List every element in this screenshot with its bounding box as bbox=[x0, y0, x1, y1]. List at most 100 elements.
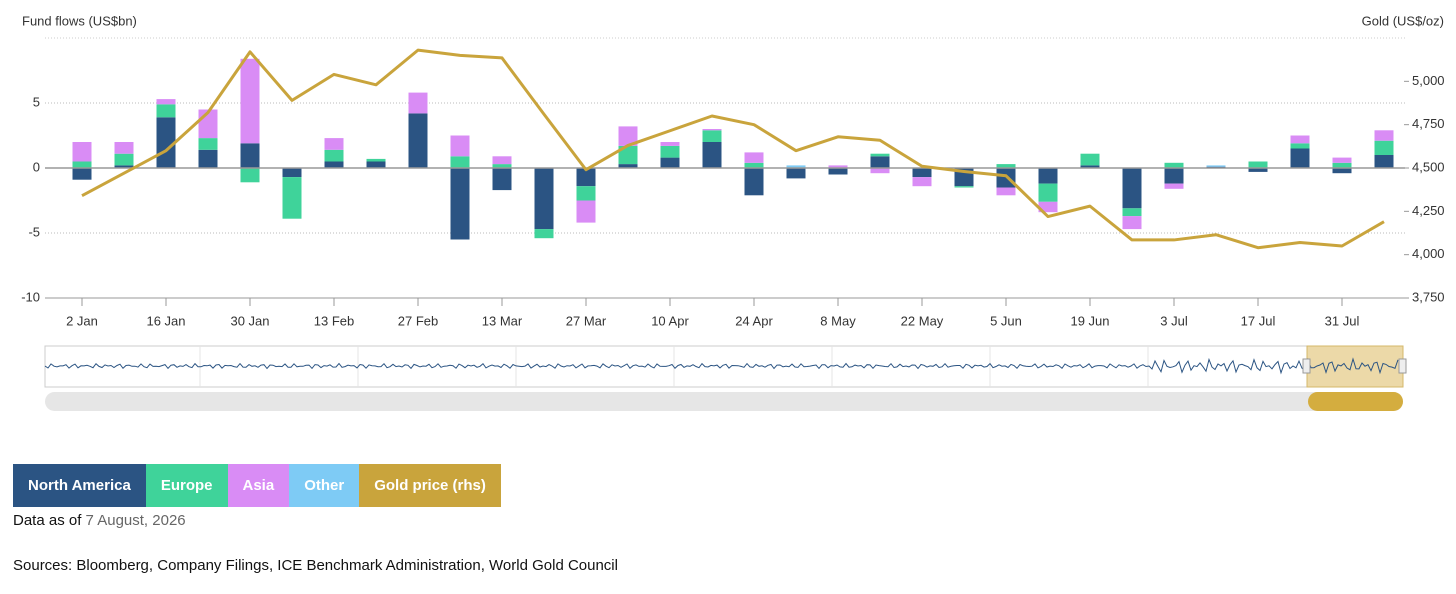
bar-segment bbox=[1248, 161, 1268, 168]
bar-segment bbox=[450, 135, 470, 157]
bar-segment bbox=[1122, 168, 1142, 209]
legend-item[interactable]: Asia bbox=[227, 464, 290, 507]
bar-segment bbox=[660, 157, 680, 168]
x-tick-label: 10 Apr bbox=[651, 313, 689, 328]
x-tick-label: 31 Jul bbox=[1325, 313, 1360, 328]
y-tick-label: 0 bbox=[33, 159, 40, 174]
bar-segment bbox=[408, 113, 428, 168]
legend-item[interactable]: North America bbox=[13, 464, 146, 507]
bar-segment bbox=[1080, 153, 1100, 166]
bar-segment bbox=[660, 142, 680, 146]
legend-item[interactable]: Gold price (rhs) bbox=[359, 464, 501, 507]
bar-segment bbox=[870, 168, 890, 174]
bar-segment bbox=[366, 158, 386, 162]
bar-segment bbox=[618, 126, 638, 146]
x-tick-label: 22 May bbox=[901, 313, 944, 328]
legend-item[interactable]: Other bbox=[289, 464, 360, 507]
note-date: 7 August, 2026 bbox=[85, 512, 186, 529]
bar-segment bbox=[1080, 165, 1100, 168]
bar-segment bbox=[702, 130, 722, 142]
bar-segment bbox=[576, 168, 596, 187]
scrollbar-thumb[interactable] bbox=[1308, 392, 1403, 411]
scrollbar-track bbox=[45, 392, 1403, 411]
bar-segment bbox=[870, 153, 890, 157]
navigator-frame bbox=[44, 345, 1404, 388]
bar-segment bbox=[954, 186, 974, 188]
bar-segment bbox=[240, 143, 260, 168]
note: Data as of 7 August, 2026 bbox=[13, 512, 186, 529]
navigator-handle bbox=[1398, 358, 1407, 374]
bar-segment bbox=[912, 177, 932, 187]
bar-segment bbox=[912, 168, 932, 178]
x-tick-label: 17 Jul bbox=[1241, 313, 1276, 328]
bar-segment bbox=[156, 117, 176, 168]
x-tick-label: 13 Feb bbox=[314, 313, 354, 328]
x-tick-label: 8 May bbox=[820, 313, 856, 328]
bar-segment bbox=[1164, 168, 1184, 184]
y2-tick-label: 4,000 bbox=[1412, 246, 1445, 261]
bar-segment bbox=[702, 129, 722, 131]
y2-tick-label: 5,000 bbox=[1412, 73, 1445, 88]
x-tick-label: 2 Jan bbox=[66, 313, 98, 328]
bar-segment bbox=[576, 200, 596, 223]
legend: North America Europe Asia Other Gold price (… bbox=[13, 464, 501, 507]
bar-segment bbox=[240, 168, 260, 183]
bar-segment bbox=[1374, 130, 1394, 141]
x-tick-label: 3 Jul bbox=[1160, 313, 1188, 328]
bar-segment bbox=[996, 164, 1016, 168]
legend-item[interactable]: Europe bbox=[145, 464, 228, 507]
bar-segment bbox=[114, 142, 134, 154]
navigator-line bbox=[44, 357, 1399, 375]
bar-segment bbox=[1038, 168, 1058, 184]
bar-segment bbox=[618, 145, 638, 165]
bar-segment bbox=[576, 186, 596, 201]
gold-line bbox=[81, 48, 1385, 250]
chart: Fund flows (US$bn) Gold (US$/oz) -10 -5 0 5… bbox=[21, 13, 1445, 411]
bar-segment bbox=[282, 168, 302, 178]
bar-segment bbox=[1290, 135, 1310, 144]
x-tick-label: 24 Apr bbox=[735, 313, 773, 328]
bar-segment bbox=[114, 153, 134, 166]
x-tick-label: 30 Jan bbox=[230, 313, 269, 328]
bar-segment bbox=[324, 149, 344, 162]
y-tick-label: 5 bbox=[33, 94, 40, 109]
navigator-handle bbox=[1302, 358, 1311, 374]
bar-segment bbox=[744, 152, 764, 163]
bar-segment bbox=[72, 142, 92, 162]
bar-segment bbox=[198, 138, 218, 150]
bar-segment bbox=[1164, 162, 1184, 168]
bar-segment bbox=[660, 145, 680, 158]
bar-segment bbox=[492, 168, 512, 191]
y2-tick-label: 3,750 bbox=[1412, 289, 1445, 304]
bar-segment bbox=[1038, 201, 1058, 213]
bar-segment bbox=[282, 177, 302, 219]
navigator bbox=[44, 345, 1407, 411]
x-tick-label: 5 Jun bbox=[990, 313, 1022, 328]
bar-segment bbox=[702, 142, 722, 168]
bar-segment bbox=[72, 168, 92, 180]
bar-segment bbox=[492, 164, 512, 168]
note-label: Data as of bbox=[13, 512, 82, 529]
bar-segment bbox=[1332, 168, 1352, 174]
bar-segment bbox=[1248, 168, 1268, 172]
y2-tick-label: 4,500 bbox=[1412, 159, 1445, 174]
bar-segment bbox=[1332, 162, 1352, 168]
x-tick-label: 27 Mar bbox=[566, 313, 607, 328]
bar-segment bbox=[1290, 143, 1310, 149]
bar-segment bbox=[114, 165, 134, 168]
x-tick-label: 13 Mar bbox=[482, 313, 523, 328]
bar-segment bbox=[450, 168, 470, 240]
bar-segment bbox=[534, 229, 554, 239]
bar-segment bbox=[1206, 165, 1226, 167]
bar-segment bbox=[744, 168, 764, 196]
bar-segment bbox=[1164, 183, 1184, 189]
y-tick-label: -10 bbox=[21, 289, 40, 304]
bar-segment bbox=[1122, 216, 1142, 230]
bar-segment bbox=[1332, 157, 1352, 163]
bar-segment bbox=[996, 187, 1016, 196]
bar-segment bbox=[1290, 148, 1310, 168]
bar-segment bbox=[492, 156, 512, 165]
x-tick-label: 16 Jan bbox=[146, 313, 185, 328]
y2-tick-label: 4,750 bbox=[1412, 116, 1445, 131]
bar-segment bbox=[618, 164, 638, 168]
